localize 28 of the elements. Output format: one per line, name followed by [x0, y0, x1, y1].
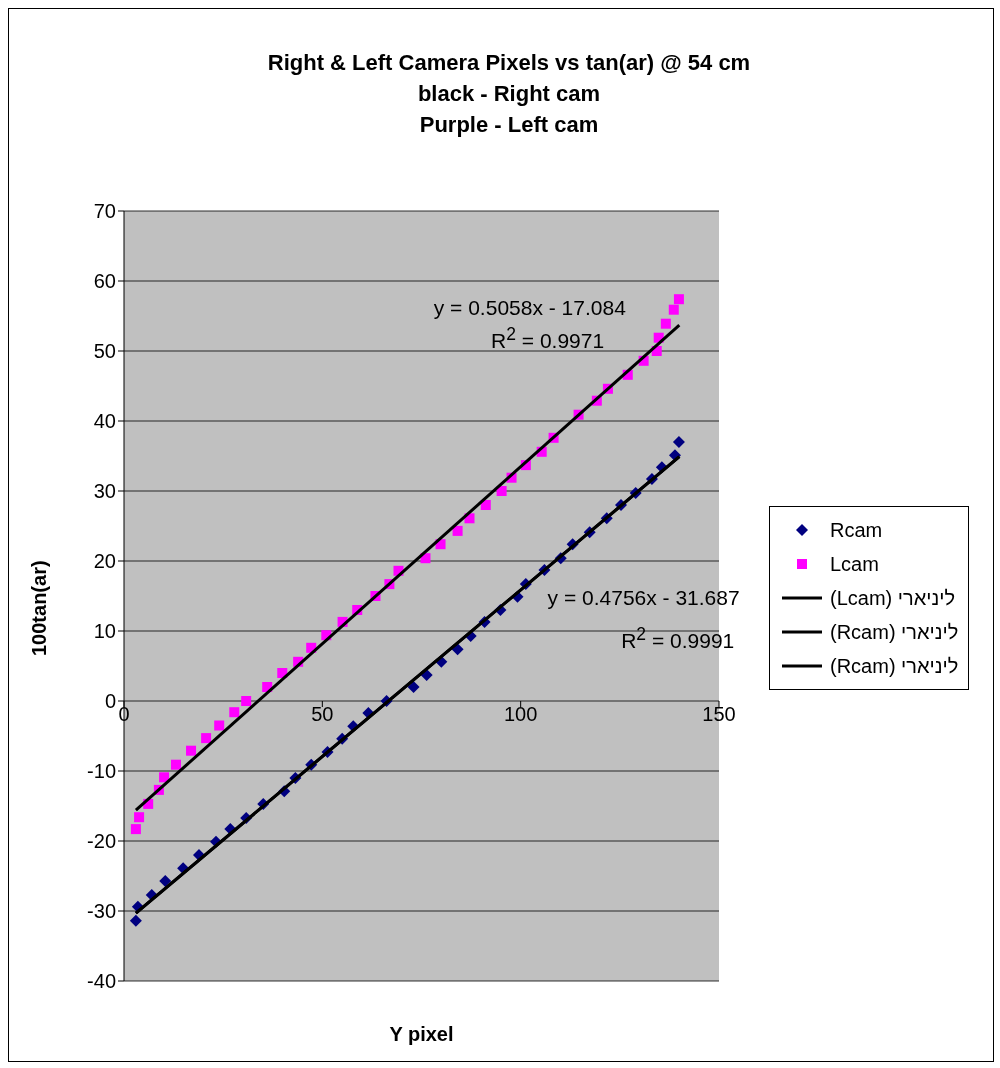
y-tick-label: -40: [87, 970, 116, 993]
legend-label: Rcam: [830, 518, 883, 542]
legend-label: ליניארי (Lcam): [830, 586, 956, 610]
y-tick-label: 40: [93, 410, 116, 433]
y-tick-label: 30: [93, 480, 116, 503]
annotation: y = 0.4756x - 31.687: [547, 586, 740, 611]
y-tick-label: 50: [93, 340, 116, 363]
x-tick-label: 100: [503, 703, 538, 725]
annotation: R$^{2}$ = 0.9991: [621, 623, 735, 653]
y-tick-label: -20: [87, 830, 116, 853]
y-tick-label: -10: [87, 760, 116, 783]
annotation: R$^{2}$ = 0.9971: [491, 323, 605, 353]
y-tick-label: 10: [93, 620, 116, 643]
y-axis-title: 100tan(ar): [28, 560, 51, 656]
legend-label: ליניארי (Rcam): [830, 654, 959, 678]
chart-subtitle: black - Right cam Purple - Left cam: [416, 80, 602, 139]
x-tick-label: 50: [311, 703, 334, 725]
x-tick-label: 0: [118, 703, 130, 725]
y-tick-label: 60: [93, 270, 116, 293]
y-tick-label: 20: [93, 550, 116, 573]
x-tick-label: 150: [702, 703, 736, 725]
y-tick-label: 70: [93, 200, 116, 223]
x-axis-title: Y pixel: [389, 1023, 454, 1045]
legend-label: Lcam: [830, 552, 879, 576]
chart-title: Right & Left Camera Pixels vs tan(ar) @ 54 cm: [266, 49, 752, 77]
annotation: y = 0.5058x - 17.084: [433, 296, 626, 321]
legend-label: ליניארי (Rcam): [830, 620, 959, 644]
y-tick-label: -30: [87, 900, 116, 923]
